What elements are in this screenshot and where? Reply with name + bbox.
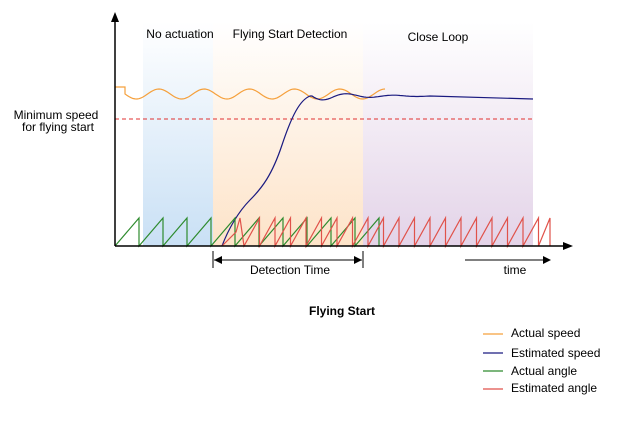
diagram-title: Flying Start bbox=[309, 304, 375, 318]
legend-label-estimated-angle: Estimated angle bbox=[511, 381, 597, 395]
detection-region bbox=[213, 22, 363, 246]
legend-label-estimated-speed: Estimated speed bbox=[511, 346, 600, 360]
detection-time-left-arrow-icon bbox=[214, 256, 222, 264]
time-arrow-icon bbox=[543, 256, 551, 264]
y-axis-arrow-icon bbox=[111, 12, 119, 22]
legend-label-actual-speed: Actual speed bbox=[511, 326, 580, 340]
legend-label-actual-angle: Actual angle bbox=[511, 364, 577, 378]
legend: Actual speed Estimated speed Actual angl… bbox=[483, 326, 600, 395]
close-loop-label: Close Loop bbox=[408, 30, 469, 44]
detection-time-right-arrow-icon bbox=[354, 256, 362, 264]
estimated-speed-curve bbox=[221, 93, 534, 247]
min-speed-label-line2: for flying start bbox=[22, 120, 95, 134]
no-actuation-region bbox=[143, 22, 213, 246]
detection-time-label: Detection Time bbox=[250, 263, 330, 277]
no-actuation-label: No actuation bbox=[146, 27, 213, 41]
x-axis-arrow-icon bbox=[563, 242, 573, 250]
actual-speed-curve bbox=[115, 86, 386, 100]
close-loop-region bbox=[363, 22, 533, 246]
min-speed-label-line1: Minimum speed bbox=[14, 108, 99, 122]
estimated-angle-sawtooth bbox=[221, 215, 551, 249]
flying-start-detection-label: Flying Start Detection bbox=[233, 27, 348, 41]
time-label: time bbox=[504, 263, 527, 277]
